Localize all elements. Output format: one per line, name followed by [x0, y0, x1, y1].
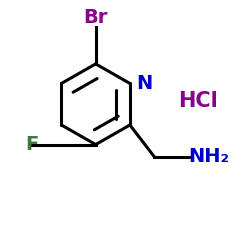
Text: N: N — [136, 74, 152, 93]
Text: Br: Br — [84, 8, 108, 27]
Text: F: F — [26, 135, 39, 154]
Text: NH₂: NH₂ — [188, 147, 230, 166]
Text: HCl: HCl — [178, 90, 218, 110]
